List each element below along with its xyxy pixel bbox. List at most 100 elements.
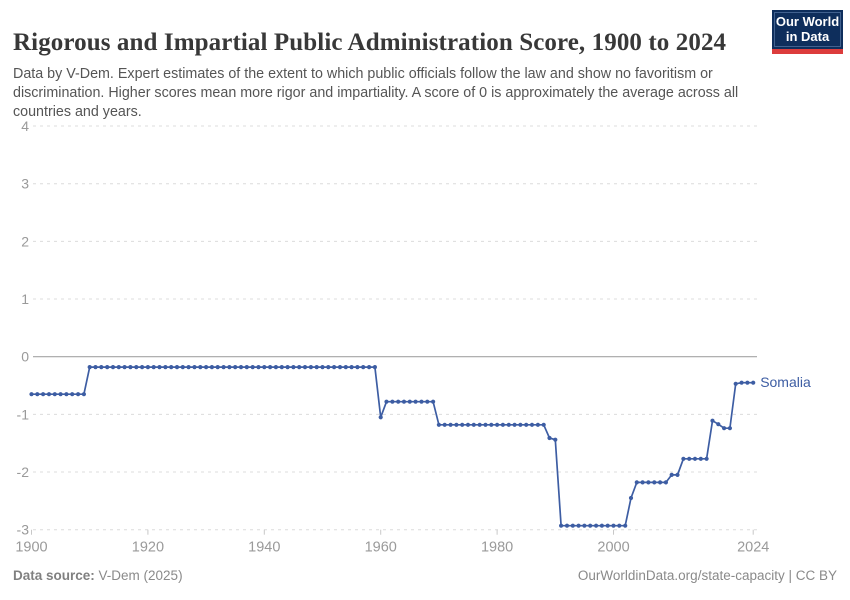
- data-point: [489, 422, 494, 427]
- x-tick-label: 1980: [481, 540, 513, 556]
- y-tick-label: 3: [21, 176, 29, 192]
- chart-subtitle: Data by V-Dem. Expert estimates of the e…: [13, 66, 739, 121]
- data-point: [739, 380, 744, 385]
- data-point: [238, 365, 244, 370]
- data-point: [250, 365, 255, 370]
- data-point: [669, 472, 674, 477]
- data-point: [640, 480, 645, 485]
- data-point: [431, 399, 436, 404]
- data-point: [41, 392, 46, 397]
- data-point: [192, 365, 197, 370]
- data-point: [221, 365, 226, 370]
- chart-canvas: 4 3 2 1 0 -1 -2 -3 1900 1920 1940 1960 1980 2000 2024 S…: [15, 118, 811, 556]
- data-point: [76, 392, 81, 397]
- data-point: [483, 422, 488, 427]
- y-tick-label: 1: [21, 291, 29, 307]
- data-point: [35, 392, 40, 397]
- entity-label[interactable]: Somalia: [760, 374, 811, 390]
- data-point: [198, 365, 203, 370]
- page-title: Rigorous and Impartial Public Administra…: [13, 28, 727, 56]
- data-point: [262, 365, 267, 370]
- footer-link[interactable]: OurWorldinData.org/state-capacity | CC B…: [577, 568, 837, 583]
- y-tick-label: 2: [21, 233, 29, 249]
- data-source-label: Data source:: [13, 568, 95, 583]
- data-point: [500, 422, 505, 427]
- data-point: [512, 422, 517, 427]
- data-point: [692, 456, 698, 461]
- data-point: [716, 422, 721, 427]
- y-tick-label: -3: [17, 522, 30, 538]
- x-tick-label: 1940: [248, 540, 280, 556]
- data-point: [599, 523, 605, 528]
- data-point: [110, 365, 116, 370]
- data-point: [233, 365, 238, 370]
- data-point: [681, 456, 686, 461]
- data-point: [646, 480, 651, 485]
- data-point: [343, 365, 348, 370]
- data-point: [582, 523, 587, 528]
- data-point: [727, 426, 733, 431]
- data-point: [134, 365, 139, 370]
- data-point: [279, 365, 284, 370]
- data-point: [588, 523, 593, 528]
- data-point: [70, 392, 75, 397]
- data-point: [559, 523, 564, 528]
- owid-logo-red-bar: [772, 49, 843, 54]
- x-tick-label: 2000: [597, 540, 629, 556]
- data-point: [285, 365, 290, 370]
- data-point: [244, 365, 249, 370]
- data-point: [704, 456, 709, 461]
- data-point: [29, 392, 34, 397]
- data-point: [605, 523, 610, 528]
- data-point: [419, 399, 424, 404]
- data-point: [628, 495, 634, 501]
- data-point: [687, 456, 692, 461]
- data-point: [745, 380, 750, 385]
- data-point: [564, 523, 570, 528]
- data-point: [297, 365, 302, 370]
- data-point: [157, 365, 162, 370]
- data-point: [174, 365, 180, 370]
- data-point: [337, 365, 343, 370]
- data-point: [506, 422, 511, 427]
- data-point: [93, 365, 98, 370]
- data-point: [105, 365, 110, 370]
- data-point: [215, 365, 220, 370]
- data-point: [52, 392, 57, 397]
- data-point: [541, 422, 546, 427]
- y-tick-label: 4: [21, 118, 29, 134]
- data-point: [465, 422, 471, 427]
- data-point: [675, 472, 680, 477]
- data-point: [576, 523, 581, 528]
- data-point: [268, 365, 273, 370]
- data-point: [477, 422, 482, 427]
- data-point: [623, 523, 628, 528]
- data-point: [652, 480, 657, 485]
- data-point: [204, 365, 209, 370]
- data-point: [495, 422, 500, 427]
- data-point: [372, 365, 377, 370]
- data-point: [617, 523, 622, 528]
- data-point: [58, 392, 63, 397]
- data-point: [442, 422, 447, 427]
- y-tick-label: -1: [17, 406, 30, 422]
- data-point: [273, 365, 278, 370]
- data-point: [710, 418, 715, 423]
- x-tick-label: 1960: [365, 540, 397, 556]
- data-point: [81, 392, 86, 397]
- data-point: [151, 365, 156, 370]
- chart-footer: Data source: V-Dem (2025) OurWorldinData…: [13, 568, 837, 583]
- data-point: [634, 480, 639, 485]
- owid-logo-box: Our World in Data: [772, 10, 843, 49]
- data-point: [611, 523, 616, 528]
- data-point: [355, 365, 360, 370]
- data-point: [401, 399, 407, 404]
- data-source-value: V-Dem (2025): [94, 568, 183, 583]
- data-point: [209, 365, 214, 370]
- data-point: [145, 365, 150, 370]
- owid-logo[interactable]: Our World in Data: [772, 10, 843, 54]
- data-point: [349, 365, 354, 370]
- data-point: [180, 365, 185, 370]
- data-point: [407, 399, 412, 404]
